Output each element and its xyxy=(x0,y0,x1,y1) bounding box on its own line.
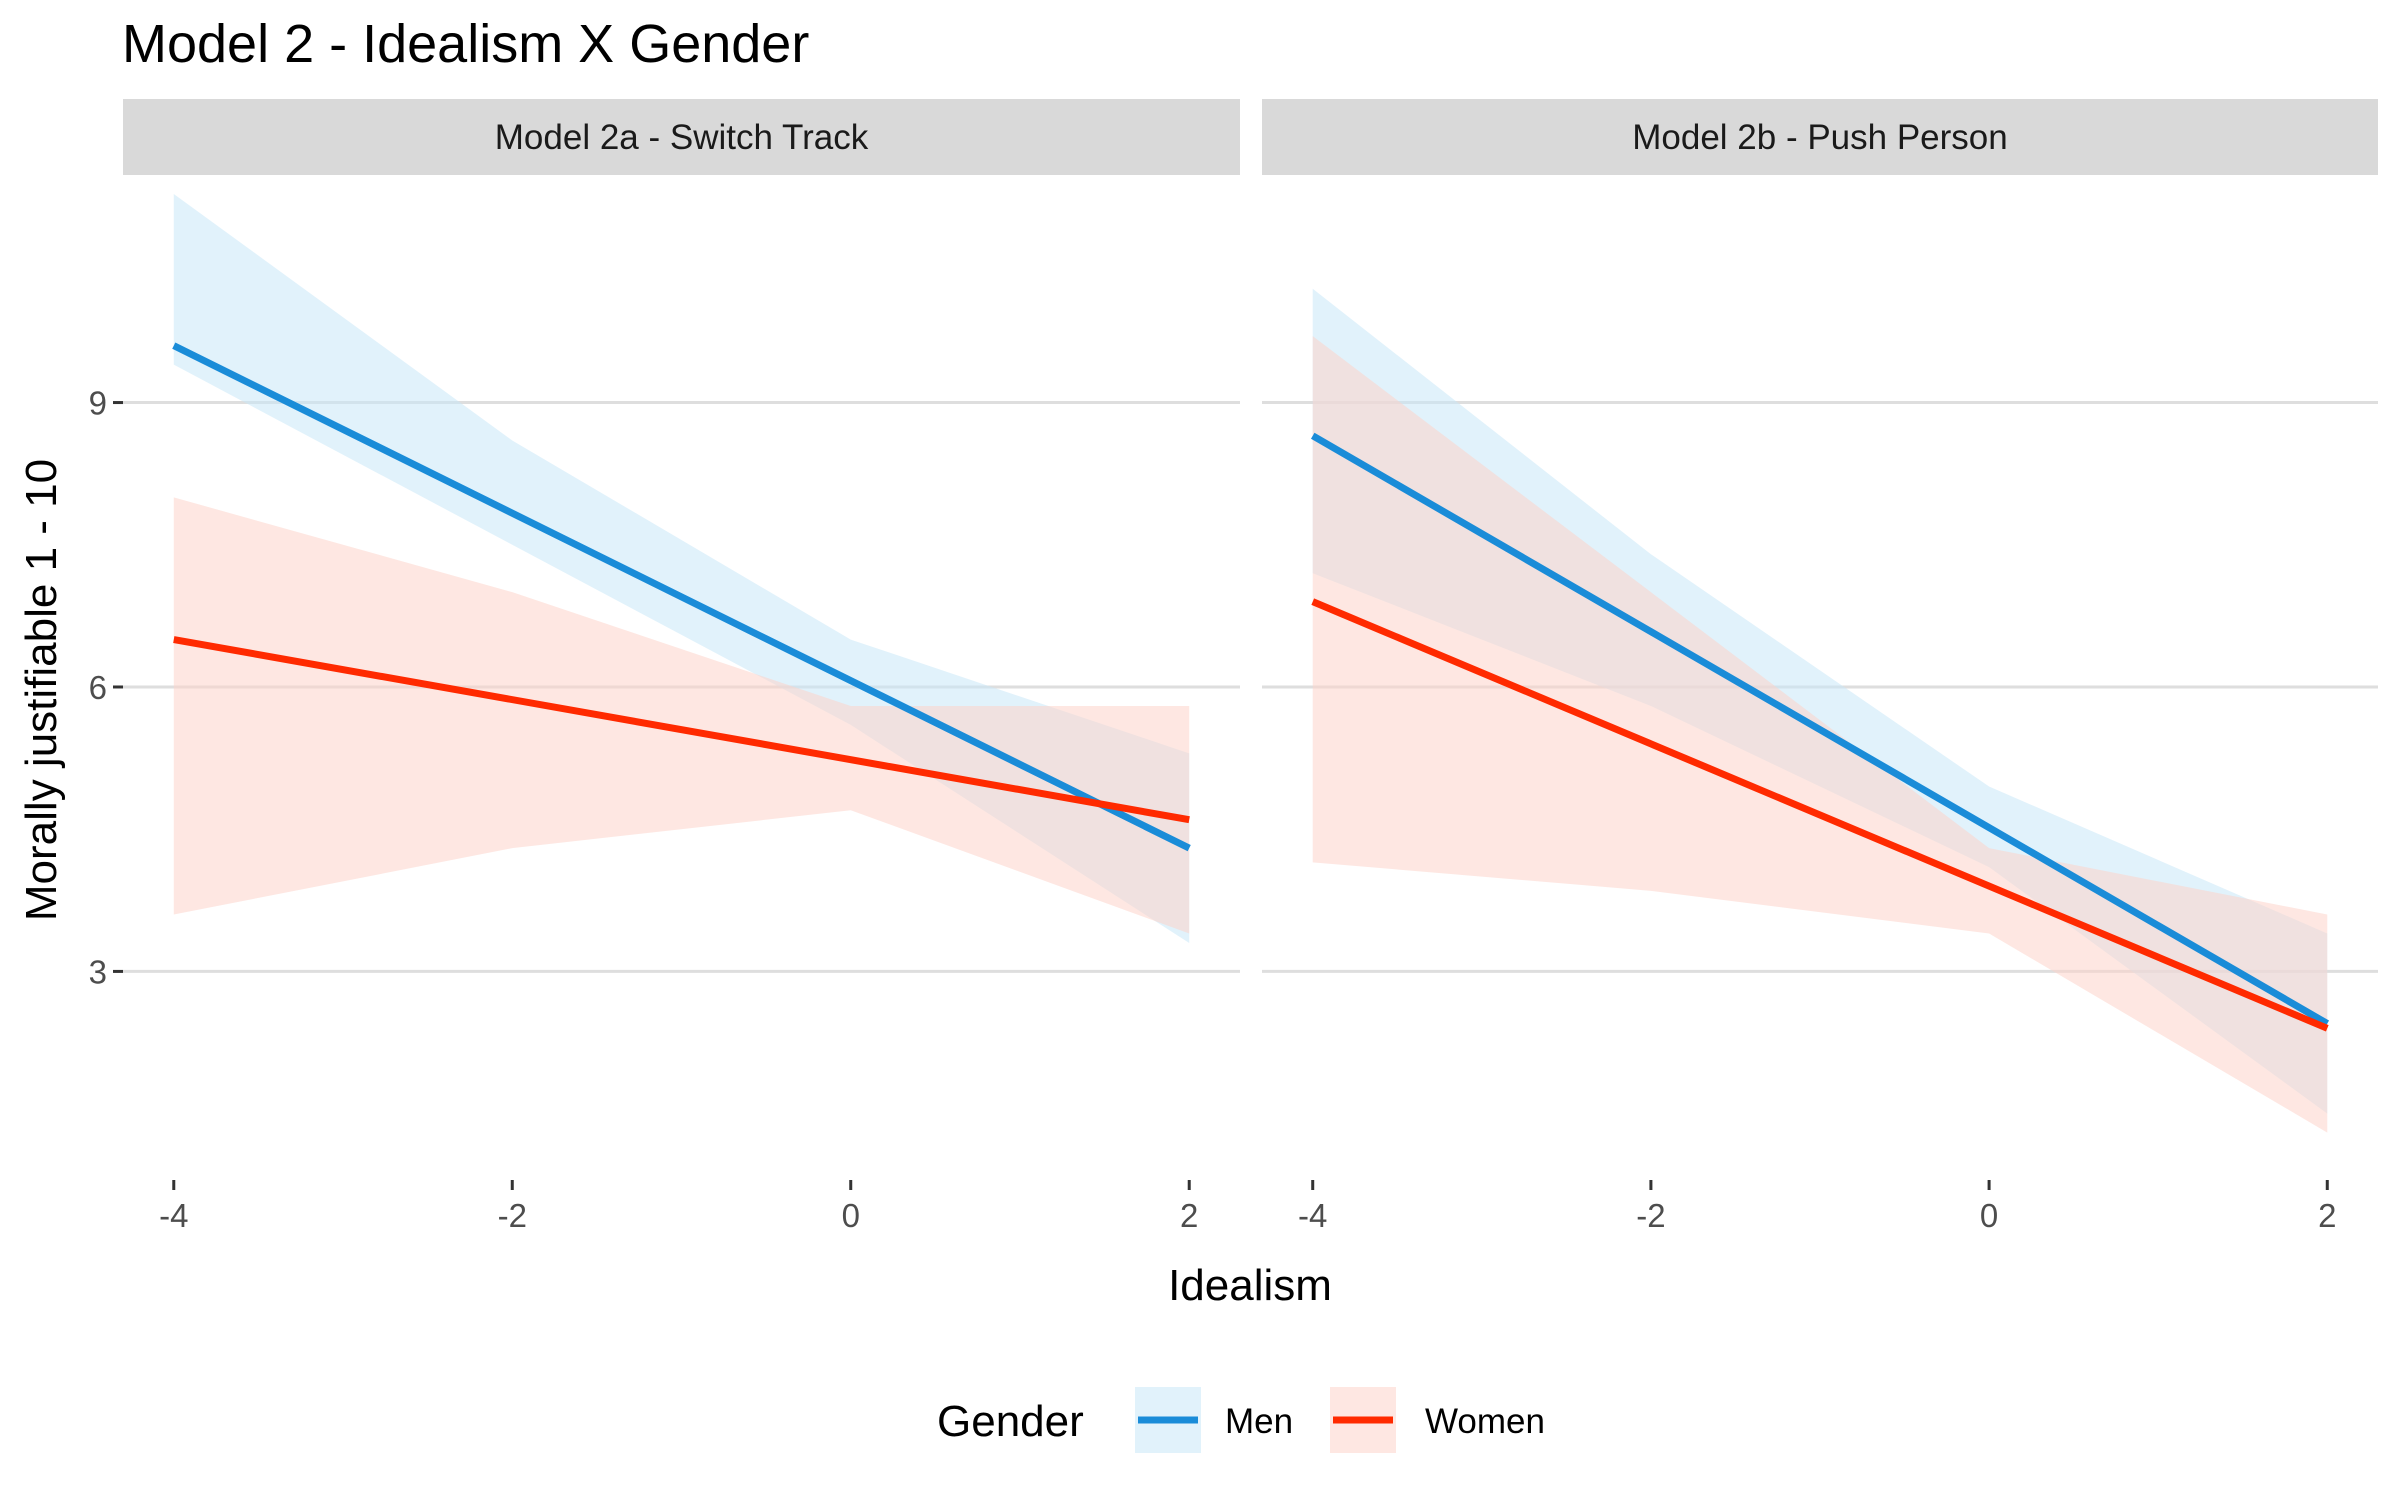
strip-background xyxy=(123,99,1240,175)
panel-1: Model 2a - Switch Track -4 -2 0 2 3 6 9 xyxy=(89,99,1240,1234)
x-tick-label: 2 xyxy=(1180,1197,1198,1234)
legend-entry-men: Men xyxy=(1135,1387,1293,1453)
line-women xyxy=(173,636,1190,824)
line-women xyxy=(1311,598,2329,1032)
x-tick-label: 0 xyxy=(842,1197,860,1234)
x-tick-label: -2 xyxy=(1636,1197,1665,1234)
x-tick-label: 0 xyxy=(1980,1197,1998,1234)
ribbon-women xyxy=(1312,336,2328,1133)
line-men xyxy=(1310,432,2330,1027)
legend: Gender Men Women xyxy=(937,1387,1545,1453)
x-axis-title: Idealism xyxy=(1168,1261,1332,1310)
y-axis-title: Morally justifiable 1 - 10 xyxy=(17,459,66,921)
legend-label-women: Women xyxy=(1425,1402,1545,1441)
strip-label: Model 2a - Switch Track xyxy=(495,118,869,157)
y-tick-label: 9 xyxy=(89,385,107,422)
x-tick-label: -4 xyxy=(1298,1197,1327,1234)
chart-title: Model 2 - Idealism X Gender xyxy=(122,14,809,74)
y-tick-label: 3 xyxy=(89,953,107,990)
x-tick-label: -4 xyxy=(159,1197,188,1234)
strip-label: Model 2b - Push Person xyxy=(1632,118,2007,157)
x-tick-label: 2 xyxy=(2318,1197,2336,1234)
strip-background xyxy=(1262,99,2378,175)
legend-entry-women: Women xyxy=(1330,1387,1545,1453)
panel-2: Model 2b - Push Person -4 -2 0 2 xyxy=(1262,99,2378,1234)
legend-title: Gender xyxy=(937,1397,1084,1446)
x-tick-label: -2 xyxy=(498,1197,527,1234)
panels-layer: Model 2a - Switch Track -4 -2 0 2 3 6 9 Model 2b… xyxy=(89,99,2378,1234)
line-men xyxy=(172,342,1191,852)
legend-entries: Men Women xyxy=(1135,1387,1545,1453)
legend-label-men: Men xyxy=(1225,1402,1293,1441)
ribbon-women xyxy=(173,497,1190,934)
y-tick-label: 6 xyxy=(89,669,107,706)
